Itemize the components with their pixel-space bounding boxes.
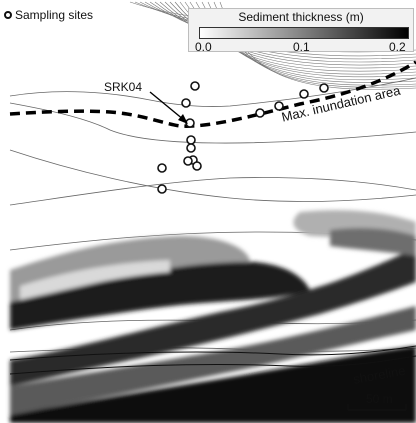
colorbar-ramp bbox=[199, 27, 409, 39]
site-marker[interactable] bbox=[192, 161, 202, 171]
site-legend-icon bbox=[4, 11, 12, 19]
site-leader-arrow bbox=[149, 91, 188, 124]
colorbar-tick-2: 0.2 bbox=[389, 40, 406, 54]
site-marker[interactable] bbox=[319, 83, 329, 93]
scale-bar-label: 50 m bbox=[366, 392, 393, 406]
colorbar: Sediment thickness (m) 0.0 0.1 0.2 bbox=[188, 8, 414, 54]
site-marker[interactable] bbox=[186, 135, 196, 145]
colorbar-title: Sediment thickness (m) bbox=[238, 10, 364, 24]
site-marker[interactable] bbox=[299, 89, 309, 99]
site-marker[interactable] bbox=[274, 101, 284, 111]
site-marker[interactable] bbox=[255, 108, 265, 118]
site-marker[interactable] bbox=[190, 81, 200, 91]
colorbar-tick-1: 0.1 bbox=[293, 40, 310, 54]
legend-sites-label: Sampling sites bbox=[15, 8, 94, 22]
site-id-label: SRK04 bbox=[104, 80, 143, 94]
site-marker[interactable] bbox=[157, 163, 167, 173]
site-marker[interactable] bbox=[181, 98, 191, 108]
site-marker[interactable] bbox=[157, 184, 167, 194]
site-marker[interactable] bbox=[186, 143, 196, 153]
site-marker[interactable] bbox=[183, 156, 193, 166]
sediment-raster bbox=[10, 210, 416, 423]
sampling-sites bbox=[157, 81, 329, 194]
shoreline-lines bbox=[9, 345, 416, 375]
scale-bar-graphic bbox=[347, 404, 407, 411]
colorbar-tick-0: 0.0 bbox=[195, 40, 212, 54]
legend-sampling-sites: Sampling sites bbox=[4, 8, 93, 22]
